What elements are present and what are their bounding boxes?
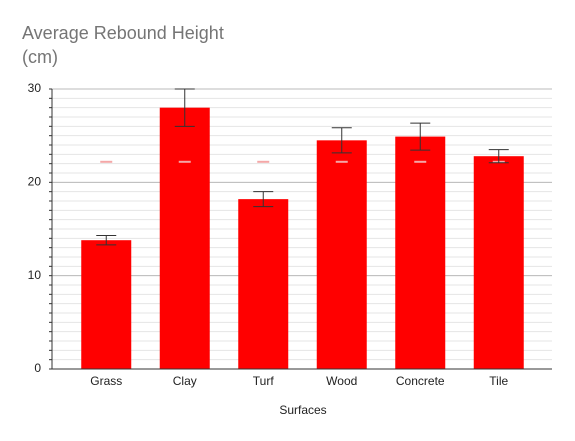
bar: [238, 199, 289, 369]
x-tick-label: Clay: [173, 374, 197, 388]
bar: [159, 107, 210, 370]
error-bar: [331, 127, 352, 154]
bar: [473, 156, 524, 369]
bar: [81, 240, 132, 369]
chart-title-unit: (cm): [22, 47, 58, 67]
x-tick-label: Concrete: [396, 374, 445, 388]
x-tick-label: Tile: [489, 374, 508, 388]
error-bar: [488, 149, 509, 164]
x-tick-label: Wood: [326, 374, 357, 388]
x-tick-label: Grass: [90, 374, 122, 388]
error-bar: [174, 88, 195, 127]
chart-title: Average Rebound Height: [22, 23, 224, 43]
x-tick-label: Turf: [253, 374, 275, 388]
error-bar: [253, 191, 274, 208]
error-bar: [410, 122, 431, 151]
bar: [395, 136, 446, 369]
x-axis-title: Surfaces: [279, 403, 326, 417]
error-bar: [96, 235, 117, 246]
y-tick-label: 10: [28, 268, 42, 282]
y-tick-label: 20: [28, 175, 42, 189]
y-tick-label: 0: [34, 361, 41, 375]
bar: [316, 140, 367, 369]
y-tick-label: 30: [28, 81, 42, 95]
